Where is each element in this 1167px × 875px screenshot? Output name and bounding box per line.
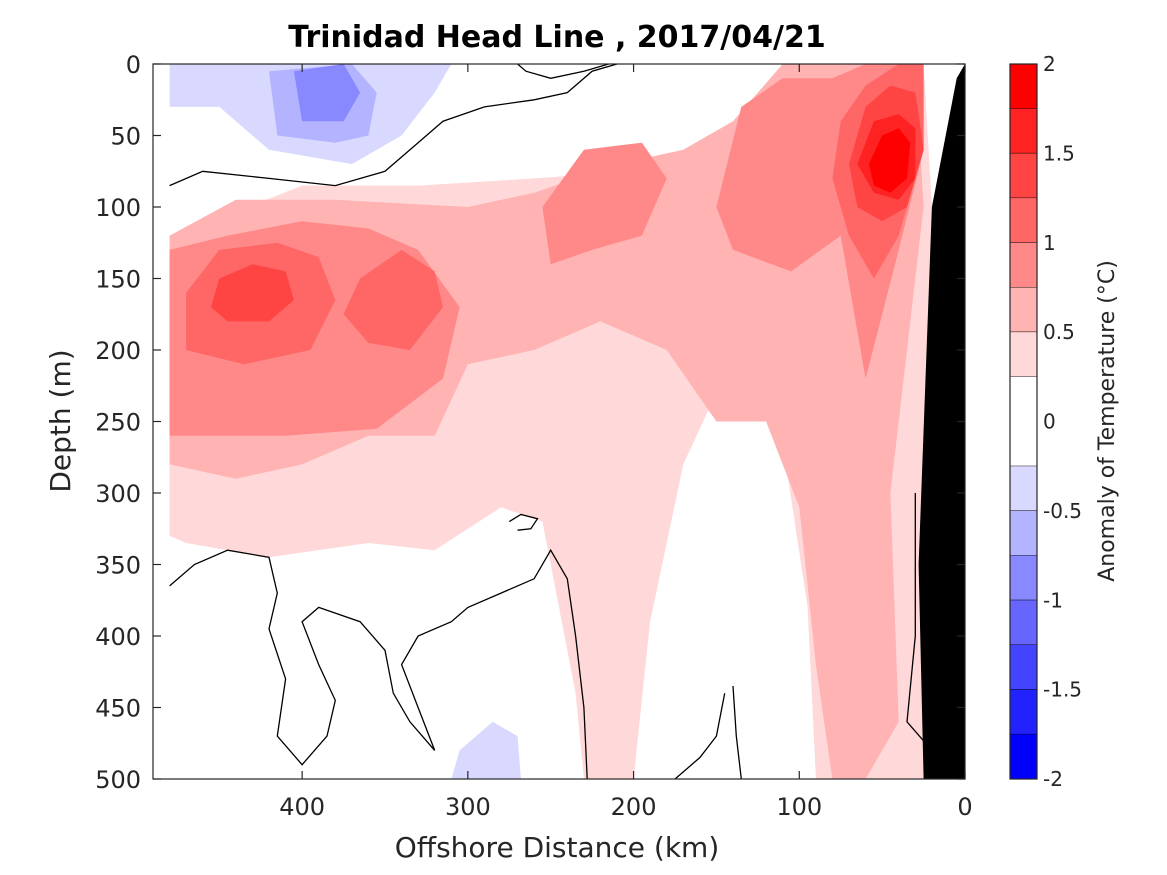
colorbar-segment-6 — [1010, 332, 1037, 377]
x-tick-label: 300 — [445, 793, 491, 821]
contour-region-14 — [293, 64, 361, 122]
y-tick-label: 250 — [95, 409, 141, 437]
x-axis-label: Offshore Distance (km) — [395, 831, 720, 864]
colorbar-tick-label: 1.5 — [1043, 141, 1075, 165]
colorbar-segment-12 — [1010, 644, 1037, 690]
x-tick-label: 400 — [279, 793, 325, 821]
y-tick-label: 350 — [95, 552, 141, 580]
zero-contour-2 — [169, 548, 588, 779]
zero-contour-6 — [906, 493, 933, 751]
contour-fill-layer — [169, 64, 936, 779]
y-tick-label: 150 — [95, 266, 141, 294]
colorbar-tick-label: 0.5 — [1043, 320, 1075, 344]
contour-region-6 — [343, 249, 443, 350]
colorbar-segment-11 — [1010, 600, 1037, 645]
zero-contour-layer — [169, 64, 933, 779]
land-mask-layer — [918, 64, 965, 779]
x-axis-ticks: 400 300 200 100 0 — [279, 64, 973, 821]
x-tick-label: 100 — [776, 793, 822, 821]
colorbar-segment-5 — [1010, 287, 1037, 333]
colorbar-tick-label: -2 — [1043, 767, 1063, 791]
colorbar-segment-7 — [1010, 376, 1037, 467]
x-tick-label: 0 — [957, 793, 972, 821]
colorbar: 2 1.5 1 0.5 0 -0.5 -1 -1.5 -2 — [1009, 52, 1082, 791]
y-tick-label: 0 — [126, 51, 141, 79]
y-axis-ticks: 0 50 100 150 200 250 300 350 400 450 500 — [95, 51, 965, 794]
colorbar-tick-label: 2 — [1043, 52, 1056, 76]
colorbar-tick-label: 1 — [1043, 231, 1056, 255]
zero-contour-0 — [169, 64, 618, 187]
y-tick-label: 200 — [95, 337, 141, 365]
colorbar-segment-4 — [1010, 242, 1037, 288]
colorbar-segment-9 — [1010, 510, 1037, 556]
colorbar-segment-2 — [1010, 153, 1037, 199]
colorbar-segment-0 — [1010, 64, 1037, 109]
colorbar-segment-8 — [1010, 466, 1037, 511]
x-tick-label: 200 — [611, 793, 657, 821]
colorbar-tick-label: -0.5 — [1043, 499, 1082, 523]
zero-contour-1 — [517, 64, 609, 79]
colorbar-segment-13 — [1010, 689, 1037, 735]
colorbar-tick-label: -1 — [1043, 588, 1063, 612]
colorbar-segment-14 — [1010, 734, 1037, 779]
y-tick-label: 500 — [95, 766, 141, 794]
zero-contour-4 — [732, 685, 742, 779]
colorbar-segment-1 — [1010, 108, 1037, 154]
colorbar-tick-label: -1.5 — [1043, 678, 1082, 702]
y-tick-label: 450 — [95, 695, 141, 723]
zero-contour-3 — [508, 513, 539, 531]
contour-region-15 — [451, 721, 521, 779]
contour-region-11 — [868, 128, 911, 193]
y-tick-label: 400 — [95, 623, 141, 651]
colorbar-segment-10 — [1010, 555, 1037, 601]
colorbar-segment-3 — [1010, 198, 1037, 243]
y-tick-label: 300 — [95, 480, 141, 508]
chart-title: Trinidad Head Line , 2017/04/21 — [288, 20, 825, 55]
colorbar-label: Anomaly of Temperature (°C) — [1095, 260, 1120, 582]
land-mask — [918, 64, 965, 779]
contour-region-8 — [211, 264, 294, 322]
colorbar-frame — [1009, 63, 1038, 780]
zero-contour-5 — [674, 693, 726, 779]
y-tick-label: 50 — [110, 123, 141, 151]
y-tick-label: 100 — [95, 194, 141, 222]
y-axis-label: Depth (m) — [44, 349, 77, 492]
colorbar-tick-label: 0 — [1043, 410, 1056, 434]
contour-region-3 — [542, 142, 667, 265]
